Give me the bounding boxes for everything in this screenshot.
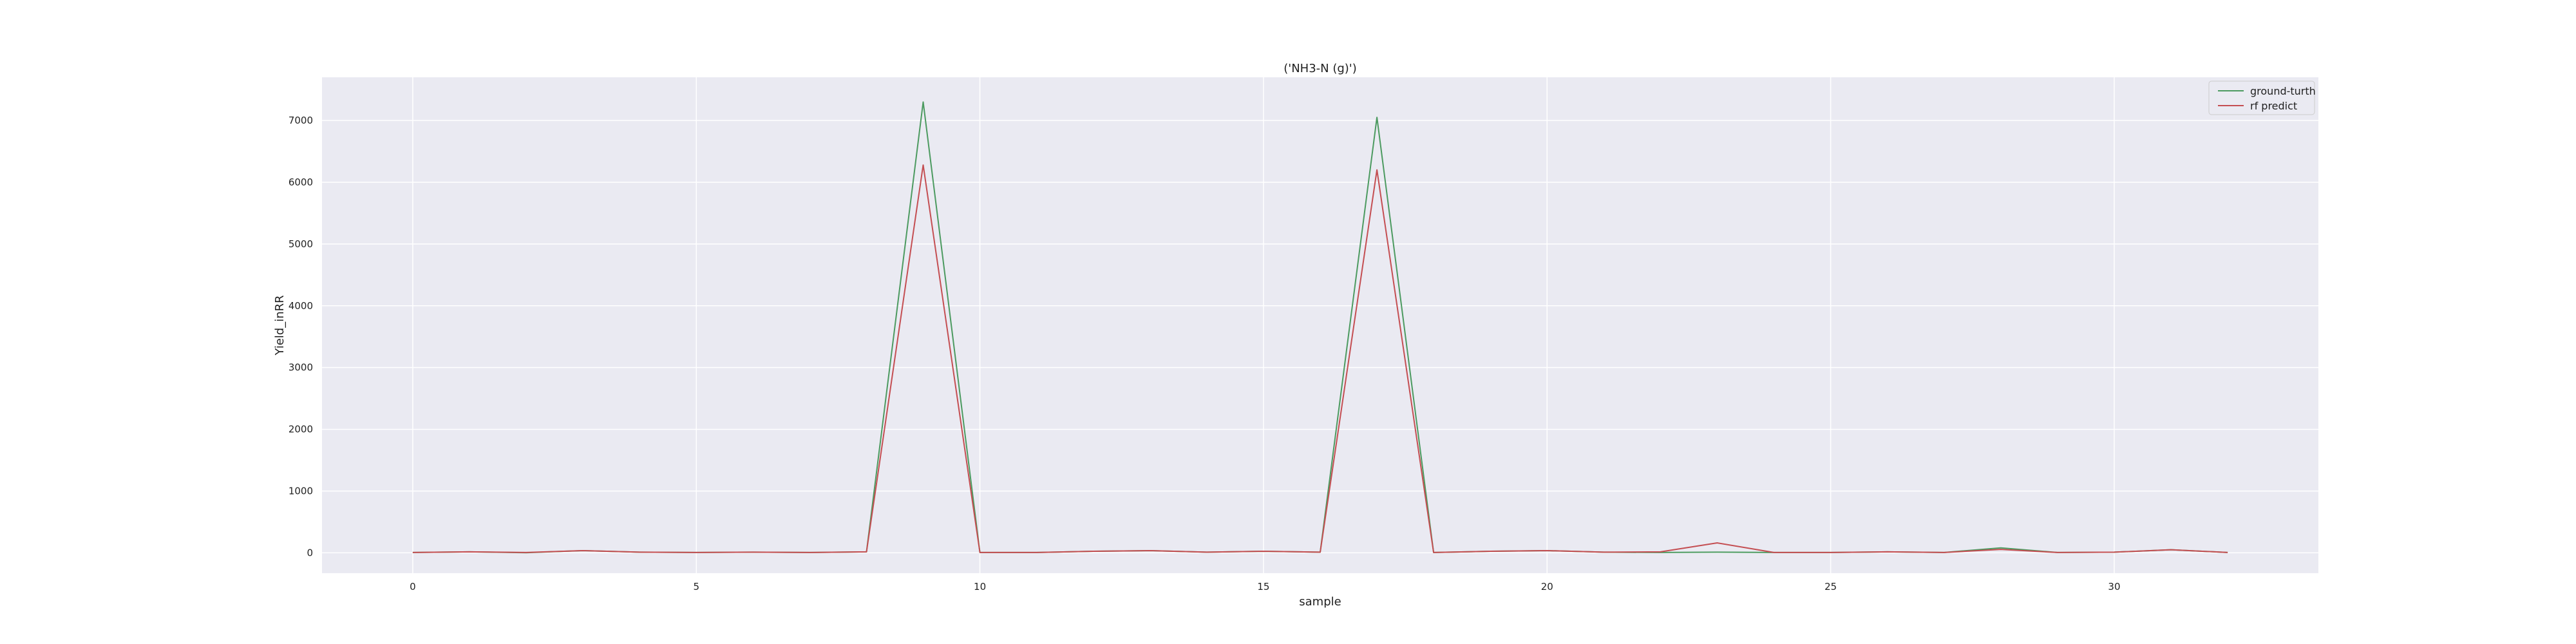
y-tick-label: 6000 (289, 176, 313, 188)
y-grid (322, 120, 2318, 554)
x-tick-label: 10 (974, 581, 986, 592)
x-axis-label: sample (1299, 595, 1341, 609)
x-tick-label: 0 (410, 581, 416, 592)
chart-title: ('NH3-N (g)') (1283, 62, 1357, 75)
x-tick-labels: 0 5 10 15 20 25 30 (410, 581, 2120, 592)
series-layer (412, 101, 2228, 554)
legend-label-rf-predict: rf predict (2250, 100, 2297, 112)
y-axis-label: Yield_inRR (273, 295, 287, 355)
x-grid (412, 77, 2115, 573)
y-tick-label: 3000 (289, 362, 313, 374)
series-line-rf-predict (412, 164, 2228, 553)
legend: ground-turth rf predict (2208, 80, 2316, 115)
x-tick-label: 20 (1541, 581, 1553, 592)
x-tick-label: 25 (1824, 581, 1837, 592)
plot-background (322, 77, 2318, 573)
y-tick-label: 7000 (289, 115, 313, 126)
x-tick-label: 5 (693, 581, 699, 592)
y-tick-label: 2000 (289, 424, 313, 435)
y-tick-label: 4000 (289, 300, 313, 312)
y-tick-labels: 0 1000 2000 3000 4000 5000 6000 7000 (289, 115, 313, 558)
y-tick-label: 0 (307, 547, 313, 558)
x-tick-label: 15 (1257, 581, 1269, 592)
y-tick-label: 5000 (289, 238, 313, 250)
x-tick-label: 30 (2108, 581, 2120, 592)
y-tick-label: 1000 (289, 485, 313, 497)
legend-label-ground-truth: ground-turth (2250, 85, 2316, 97)
